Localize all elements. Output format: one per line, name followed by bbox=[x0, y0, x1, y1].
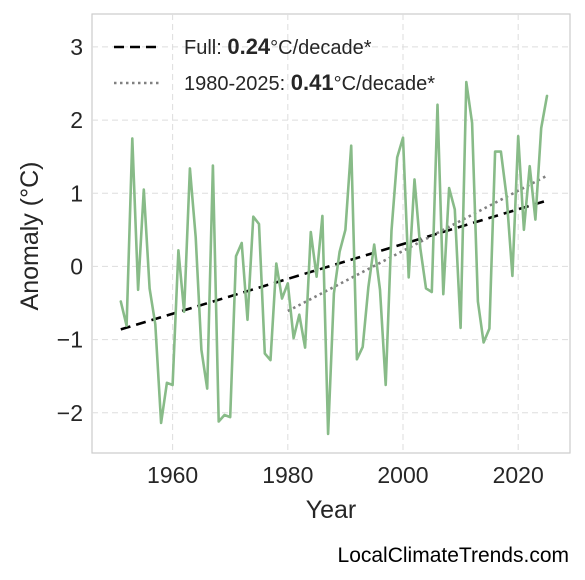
y-tick-label: 0 bbox=[70, 253, 83, 279]
x-axis-title: Year bbox=[306, 496, 357, 524]
legend-label: 1980-2025: 0.41°C/decade* bbox=[184, 70, 435, 95]
trend-line-dotted bbox=[287, 174, 548, 313]
y-tick-label: 3 bbox=[70, 34, 83, 60]
y-tick-label: 2 bbox=[70, 107, 83, 133]
x-tick-label: 1980 bbox=[262, 462, 313, 488]
x-tick-label: 2020 bbox=[493, 462, 544, 488]
x-tick-labels: 1960 1980 2000 2020 bbox=[147, 462, 544, 488]
legend: Full: 0.24°C/decade* 1980-2025: 0.41°C/de… bbox=[114, 34, 435, 95]
x-tick-label: 2000 bbox=[377, 462, 428, 488]
y-tick-label: 1 bbox=[70, 180, 83, 206]
legend-label: Full: 0.24°C/decade* bbox=[184, 34, 372, 59]
anomaly-series-line bbox=[119, 80, 549, 436]
series-lines bbox=[119, 80, 549, 436]
y-tick-label: −2 bbox=[57, 400, 83, 426]
site-watermark: LocalClimateTrends.com bbox=[337, 544, 569, 567]
y-tick-labels: −2 −1 0 1 2 3 bbox=[57, 34, 83, 426]
y-tick-label: −1 bbox=[57, 327, 83, 353]
x-tick-label: 1960 bbox=[147, 462, 198, 488]
y-axis-title: Anomaly (°C) bbox=[16, 162, 44, 311]
